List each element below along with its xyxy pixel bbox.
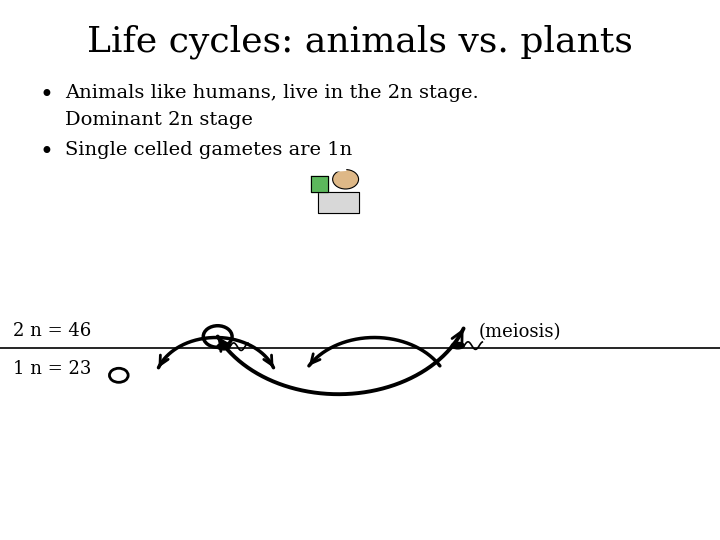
Text: (meiosis): (meiosis) [479, 323, 562, 341]
Text: Single celled gametes are 1n: Single celled gametes are 1n [65, 141, 352, 159]
Text: 1 n = 23: 1 n = 23 [13, 360, 91, 378]
Text: Dominant 2n stage: Dominant 2n stage [65, 111, 253, 129]
Circle shape [333, 170, 359, 189]
Polygon shape [311, 176, 328, 192]
Text: 2 n = 46: 2 n = 46 [13, 322, 91, 340]
Text: •: • [40, 141, 53, 165]
Text: •: • [40, 84, 53, 107]
Text: Animals like humans, live in the 2n stage.: Animals like humans, live in the 2n stag… [65, 84, 479, 102]
Ellipse shape [217, 343, 230, 350]
Polygon shape [318, 192, 359, 213]
Text: Life cycles: animals vs. plants: Life cycles: animals vs. plants [87, 24, 633, 59]
Ellipse shape [451, 342, 464, 349]
